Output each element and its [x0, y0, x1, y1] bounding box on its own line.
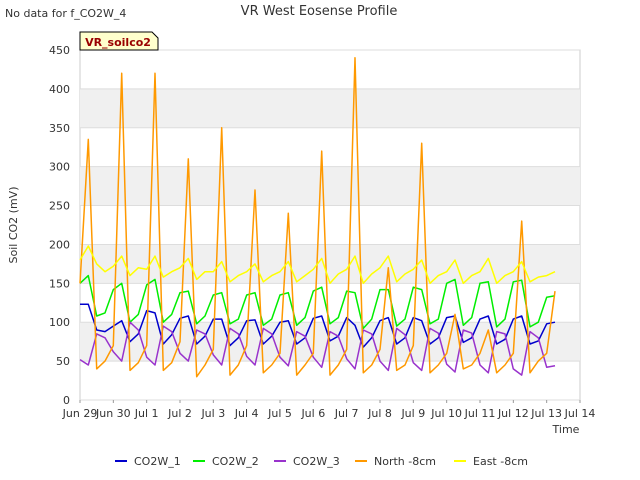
x-tick-label: Jul 13	[530, 407, 562, 420]
x-tick-label: Jul 11	[464, 407, 496, 420]
y-tick-label: 450	[49, 44, 70, 57]
badge-label: VR_soilco2	[85, 36, 151, 49]
badge: VR_soilco2	[79, 31, 159, 51]
x-tick-label: Jul 14	[564, 407, 596, 420]
grid-band	[80, 88, 580, 128]
legend-label: CO2W_3	[293, 455, 340, 468]
grid-band	[80, 166, 580, 206]
series-line-north-8cm	[79, 57, 556, 378]
x-tick-label: Jun 30	[95, 407, 131, 420]
plot-area	[79, 49, 581, 401]
x-tick-label: Jul 12	[497, 407, 529, 420]
x-tick-label: Jul 6	[300, 407, 325, 420]
y-tick-label: 150	[49, 277, 70, 290]
y-tick-label: 0	[63, 394, 70, 407]
y-tick-label: 300	[49, 161, 70, 174]
y-axis-label: Soil CO2 (mV)	[7, 187, 20, 264]
x-tick-label: Jul 9	[400, 407, 425, 420]
chart-title: VR West Eosense Profile	[241, 4, 398, 19]
x-tick-label: Jul 7	[334, 407, 359, 420]
legend-label: CO2W_2	[212, 455, 259, 468]
x-tick-label: Jul 5	[267, 407, 292, 420]
series-line-co2w-2	[79, 274, 556, 330]
y-tick-label: 350	[49, 122, 70, 135]
x-tick-label: Jul 2	[167, 407, 192, 420]
x-tick-label: Jul 4	[234, 407, 259, 420]
y-tick-label: 250	[49, 200, 70, 213]
legend-label: East -8cm	[473, 455, 528, 468]
series-line-co2w-3	[79, 321, 556, 376]
no-data-note: No data for f_CO2W_4	[5, 7, 126, 20]
grid-band	[80, 244, 580, 284]
x-tick-label: Jul 10	[430, 407, 462, 420]
series-line-east-8cm	[79, 245, 556, 285]
y-tick-label: 100	[49, 316, 70, 329]
legend-label: CO2W_1	[134, 455, 181, 468]
x-tick-label: Jun 29	[62, 407, 98, 420]
badge-shape	[79, 31, 159, 51]
x-tick-label: Jul 3	[200, 407, 225, 420]
x-tick-label: Jul 1	[134, 407, 159, 420]
y-tick-label: 400	[49, 83, 70, 96]
series-line-co2w-1	[80, 303, 556, 348]
y-tick-label: 50	[56, 355, 70, 368]
x-axis-label: Time	[552, 423, 580, 436]
x-tick-label: Jul 8	[367, 407, 392, 420]
legend-label: North -8cm	[374, 455, 436, 468]
y-tick-label: 200	[49, 238, 70, 251]
legend: CO2W_1 CO2W_2 CO2W_3 North -8cm East -8cm	[115, 455, 528, 468]
